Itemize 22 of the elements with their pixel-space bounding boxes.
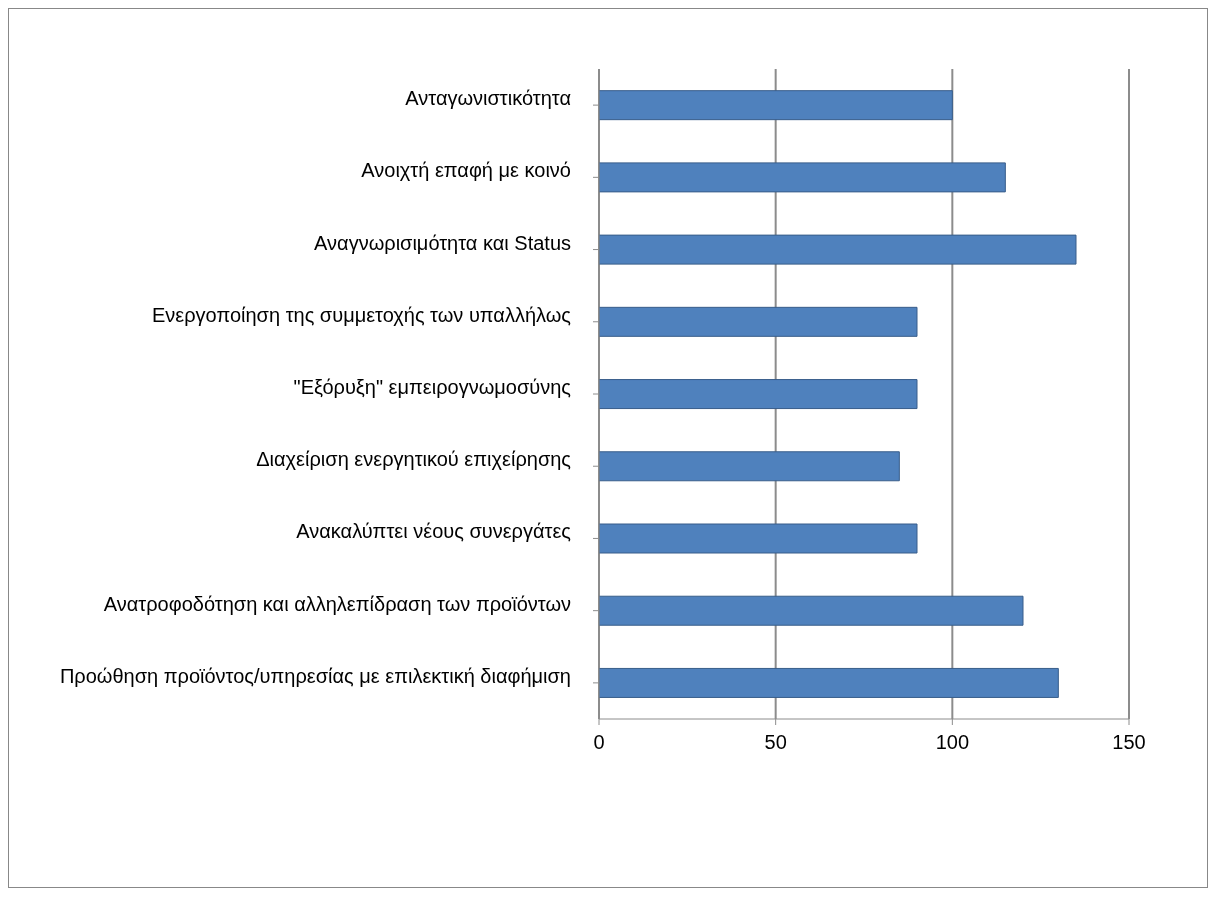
y-tick-label: Διαχείριση ενεργητικού επιχείρησης bbox=[256, 448, 572, 471]
y-tick-label: Αναγνωρισιμότητα και Status bbox=[314, 231, 571, 254]
bar bbox=[599, 90, 953, 121]
bar bbox=[599, 234, 1077, 265]
y-tick-label: Ανατροφοδότηση και αλληλεπίδραση των προϊόντων bbox=[103, 592, 571, 615]
y-tick-label: Ανταγωνιστικότητα bbox=[405, 87, 571, 110]
x-tick-label: 150 bbox=[1112, 731, 1146, 754]
bar bbox=[599, 379, 918, 410]
y-tick-label: Ανακαλύπτει νέους συνεργάτες bbox=[296, 520, 572, 543]
y-tick-label: Προώθηση προϊόντος/υπηρεσίας με επιλεκτική διαφήμιση bbox=[59, 664, 571, 687]
y-tick-label: "Εξόρυξη" εμπειρογνωμοσύνης bbox=[293, 376, 572, 398]
bar bbox=[599, 306, 918, 337]
bar bbox=[599, 667, 1059, 698]
bar bbox=[599, 595, 1024, 626]
y-tick-label: Ενεργοποίηση της συμμετοχής των υπαλλήλως bbox=[151, 303, 572, 326]
y-tick-label: Ανοιχτή επαφή με κοινό bbox=[361, 159, 571, 182]
bar bbox=[599, 451, 900, 482]
x-tick-label: 100 bbox=[935, 731, 970, 754]
bar bbox=[599, 162, 1006, 193]
bar bbox=[599, 523, 918, 554]
x-tick-label: 0 bbox=[593, 731, 605, 754]
x-tick-label: 50 bbox=[764, 731, 787, 754]
